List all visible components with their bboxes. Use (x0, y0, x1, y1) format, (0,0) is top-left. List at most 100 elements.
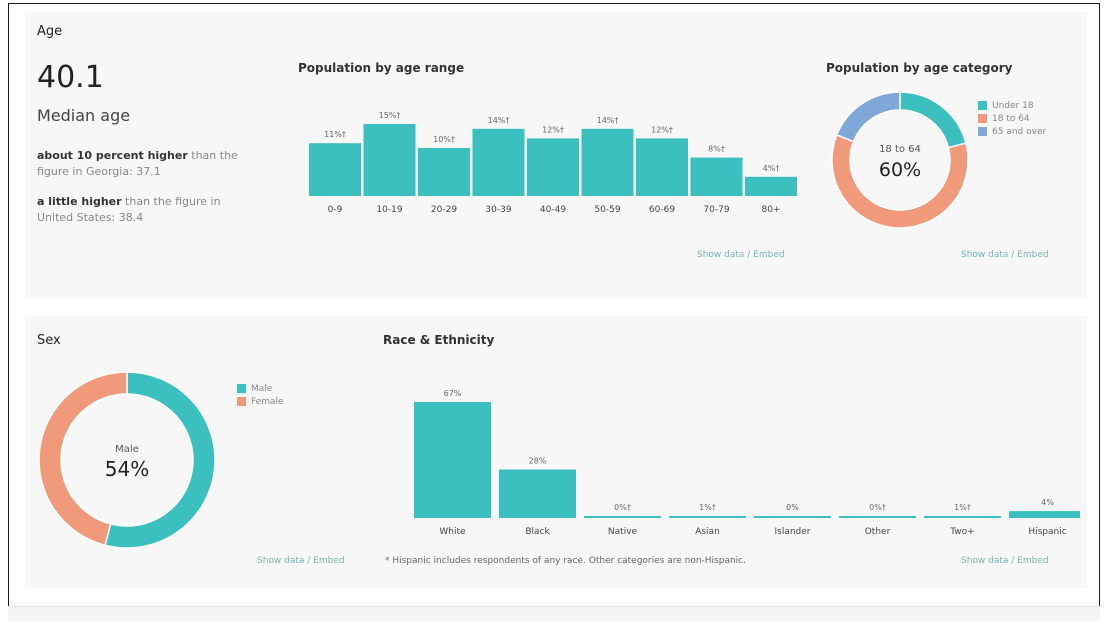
bar-20-29 (418, 148, 470, 196)
bar-value-label: 4%† (763, 164, 780, 173)
bar-value-label: 12%† (651, 125, 673, 134)
legend-label: Under 18 (992, 100, 1034, 111)
bar-value-label: 0%† (869, 503, 886, 512)
sex-race-panel: Sex Male 54% Male Female Show data / Embe… (25, 316, 1087, 588)
bar-asian (669, 516, 746, 518)
legend-label: 18 to 64 (992, 113, 1030, 124)
bar-category-label: 10-19 (376, 205, 402, 215)
age-range-show-data-link[interactable]: Show data / Embed (697, 250, 785, 260)
bar-80 (745, 176, 797, 196)
bar-category-label: 20-29 (431, 205, 457, 215)
legend-swatch (237, 384, 246, 393)
sex-show-data-link[interactable]: Show data / Embed (257, 556, 345, 566)
bar-value-label: 0%† (614, 503, 631, 512)
age-range-chart-title: Population by age range (298, 61, 465, 75)
bar-islander (754, 516, 831, 518)
bar-category-label: 70-79 (703, 205, 729, 215)
slice-under-18 (899, 92, 967, 149)
slice-male (104, 371, 216, 549)
legend-item-male: Male (237, 382, 284, 395)
median-age-label: Median age (37, 106, 131, 125)
bar-two (924, 516, 1001, 518)
bar-native (584, 516, 661, 518)
bar-category-label: 80+ (762, 205, 781, 215)
legend-label: 65 and over (992, 126, 1047, 137)
bar-value-label: 1%† (699, 503, 716, 512)
bar-value-label: 0% (786, 503, 799, 512)
bar-white (414, 402, 491, 518)
bar-category-label: Black (525, 527, 550, 537)
bar-value-label: 15%† (379, 111, 401, 120)
bar-40-49 (527, 138, 579, 196)
bar-value-label: 8%† (708, 145, 725, 154)
legend-item-18-to-64: 18 to 64 (978, 112, 1046, 125)
us-comparison: a little higher than the figure in Unite… (37, 194, 257, 226)
donut-center-value: 54% (105, 457, 149, 481)
legend-item-under-18: Under 18 (978, 99, 1046, 112)
age-category-show-data-link[interactable]: Show data / Embed (961, 250, 1049, 260)
bar-10-19 (363, 124, 416, 196)
bar-value-label: 28% (529, 457, 547, 466)
bar-60-69 (636, 138, 688, 196)
age-range-chart: 11%† 0-9 15%† 10-19 10%† 20-29 14%† 30-39 12%† 40… (309, 111, 797, 215)
age-panel: Age 40.1 Median age about 10 percent hig… (25, 12, 1087, 298)
bar-category-label: White (439, 527, 466, 537)
donut-center-label: 18 to 64 (879, 144, 921, 155)
donut-center-value: 60% (879, 159, 921, 181)
slice-65-and-over (835, 92, 901, 143)
donut-center-label: Male (115, 444, 139, 455)
bar-category-label: 50-59 (594, 205, 620, 215)
bar-value-label: 14%† (488, 116, 510, 125)
legend-label: Male (251, 383, 273, 394)
age-category-legend: Under 18 18 to 64 65 and over (978, 99, 1046, 138)
median-age-value: 40.1 (37, 60, 104, 95)
age-section-title: Age (37, 24, 63, 39)
us-comparison-text: than the figure in United States: 38.4 (37, 195, 221, 224)
bar-value-label: 11%† (324, 130, 346, 139)
georgia-comparison-emphasis: about 10 percent higher (37, 149, 188, 162)
bar-70-79 (690, 157, 743, 196)
sex-donut: Male 54% (38, 371, 216, 549)
bar-category-label: 30-39 (485, 205, 511, 215)
legend-swatch (237, 397, 246, 406)
slice-female (38, 371, 128, 547)
sex-legend: Male Female (237, 382, 284, 408)
bar-other (839, 516, 916, 518)
legend-swatch (978, 114, 987, 123)
bar-category-label: Asian (695, 527, 720, 537)
bar-value-label: 10%† (433, 135, 455, 144)
age-category-donut: 18 to 64 60% (831, 92, 969, 229)
bar-category-label: 0-9 (328, 205, 343, 215)
race-show-data-link[interactable]: Show data / Embed (961, 556, 1049, 566)
bar-value-label: 4% (1041, 498, 1054, 507)
bar-category-label: Native (608, 527, 638, 537)
georgia-comparison-text: than the figure in Georgia: 37.1 (37, 149, 238, 178)
bar-value-label: 67% (444, 389, 462, 398)
legend-swatch (978, 101, 987, 110)
bar-50-59 (581, 128, 634, 196)
legend-item-female: Female (237, 395, 284, 408)
bar-category-label: Two+ (949, 527, 974, 537)
race-footnote: * Hispanic includes respondents of any r… (385, 556, 746, 566)
bar-30-39 (472, 128, 525, 196)
bar-value-label: 1%† (954, 503, 971, 512)
bar-category-label: 40-49 (540, 205, 566, 215)
legend-swatch (978, 127, 987, 136)
legend-label: Female (251, 396, 284, 407)
bar-value-label: 12%† (542, 125, 564, 134)
slice-18-to-64 (831, 133, 969, 229)
bar-hispanic (1009, 511, 1080, 518)
sex-section-title: Sex (37, 333, 61, 348)
bar-black (499, 469, 576, 518)
georgia-comparison: about 10 percent higher than the figure … (37, 148, 257, 180)
bar-value-label: 14%† (597, 116, 619, 125)
race-ethnicity-chart: 67% White 28% Black 0%† Native 1%† Asian 0% Islan… (414, 389, 1080, 537)
bar-category-label: Hispanic (1028, 527, 1066, 537)
us-comparison-emphasis: a little higher (37, 195, 122, 208)
age-category-chart-title: Population by age category (826, 61, 1013, 75)
bar-category-label: Islander (774, 527, 810, 537)
next-section-edge (8, 606, 1100, 621)
bar-0-9 (309, 143, 361, 196)
bar-category-label: 60-69 (649, 205, 675, 215)
legend-item-65-and-over: 65 and over (978, 125, 1046, 138)
